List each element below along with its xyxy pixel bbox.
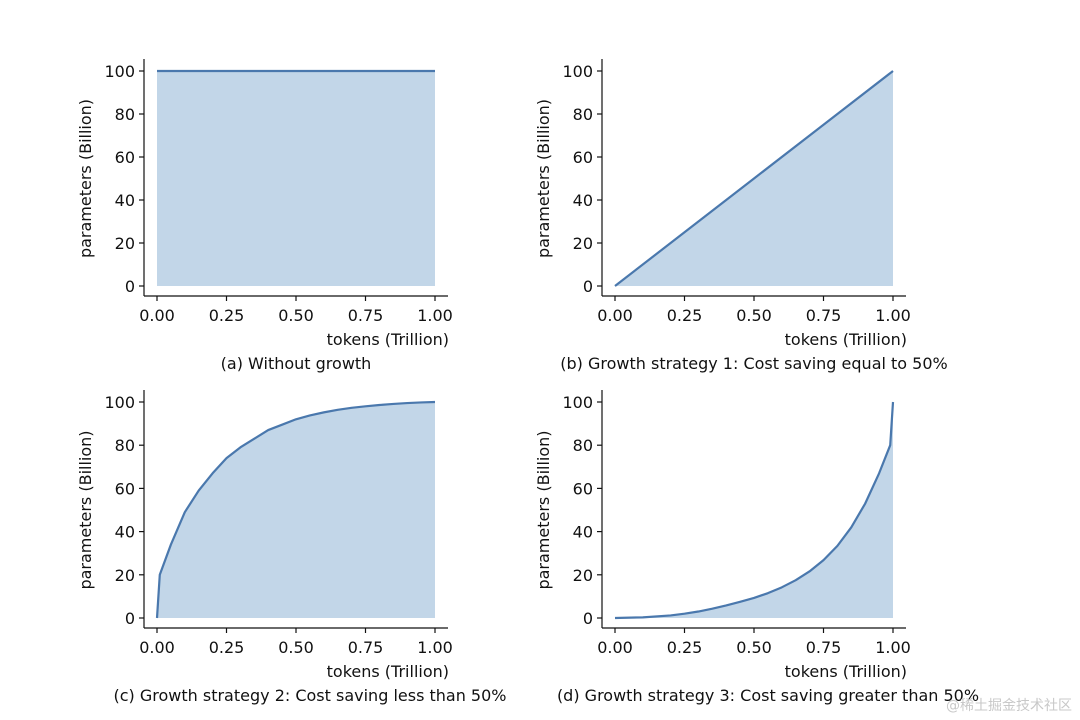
x-tick-label: 0.75 <box>348 638 384 657</box>
x-axis-title: tokens (Trillion) <box>327 662 449 681</box>
watermark: @稀土掘金技术社区 <box>946 698 1072 714</box>
x-axis-title: tokens (Trillion) <box>327 330 449 349</box>
series-line <box>614 401 895 620</box>
x-tick-label: 0.25 <box>667 638 703 657</box>
area-fill <box>615 402 893 618</box>
panel-caption: (c) Growth strategy 2: Cost saving less … <box>114 686 507 705</box>
series-line <box>614 70 894 287</box>
x-tick-label: 0.50 <box>736 638 772 657</box>
y-tick-label: 60 <box>115 148 135 167</box>
y-tick-label: 20 <box>573 234 593 253</box>
y-axis-title: parameters (Billion) <box>76 99 95 258</box>
y-tick-label: 60 <box>573 479 593 498</box>
y-tick-label: 60 <box>573 148 593 167</box>
area-fill <box>157 402 435 618</box>
x-tick-label: 0.25 <box>209 306 245 325</box>
y-tick-label: 80 <box>115 436 135 455</box>
y-tick-label: 80 <box>573 436 593 455</box>
y-tick-label: 80 <box>115 105 135 124</box>
panel-caption: (b) Growth strategy 1: Cost saving equal… <box>560 354 947 373</box>
area-fill <box>157 71 435 286</box>
x-axis-title: tokens (Trillion) <box>785 330 907 349</box>
y-tick-label: 40 <box>115 191 135 210</box>
y-tick-label: 40 <box>573 523 593 542</box>
series-line <box>155 400 436 619</box>
x-tick-label: 0.00 <box>597 306 633 325</box>
x-tick-label: 0.00 <box>597 638 633 657</box>
x-tick-label: 0.00 <box>139 638 175 657</box>
x-tick-label: 1.00 <box>875 638 911 657</box>
x-tick-label: 0.25 <box>209 638 245 657</box>
x-tick-label: 0.75 <box>806 306 842 325</box>
x-tick-label: 0.50 <box>278 306 314 325</box>
x-tick-label: 1.00 <box>417 638 453 657</box>
x-tick-label: 1.00 <box>875 306 911 325</box>
x-tick-label: 0.75 <box>348 306 384 325</box>
y-tick-label: 100 <box>104 62 135 81</box>
y-tick-label: 100 <box>562 393 593 412</box>
y-tick-label: 0 <box>125 609 135 628</box>
y-axis-title: parameters (Billion) <box>534 430 553 589</box>
x-tick-label: 0.25 <box>667 306 703 325</box>
panel-caption: (d) Growth strategy 3: Cost saving great… <box>557 686 979 705</box>
y-axis-title: parameters (Billion) <box>534 99 553 258</box>
y-axis-title: parameters (Billion) <box>76 430 95 589</box>
y-tick-label: 20 <box>115 566 135 585</box>
panel-caption: (a) Without growth <box>221 354 372 373</box>
y-tick-label: 100 <box>562 62 593 81</box>
y-tick-label: 80 <box>573 105 593 124</box>
y-tick-label: 0 <box>125 277 135 296</box>
panel-without-growth: 0 20 40 60 80 100 0.00 0.25 0.50 0.75 1.00 tokens (… <box>76 59 453 373</box>
y-tick-label: 0 <box>583 277 593 296</box>
y-tick-label: 40 <box>115 523 135 542</box>
y-tick-label: 0 <box>583 609 593 628</box>
y-tick-label: 20 <box>115 234 135 253</box>
x-tick-label: 0.00 <box>139 306 175 325</box>
panel-growth-strategy-3: 0 20 40 60 80 100 0.00 0.25 0.50 0.75 1.00 tokens (… <box>534 390 979 705</box>
x-tick-label: 0.50 <box>736 306 772 325</box>
y-tick-label: 60 <box>115 479 135 498</box>
y-tick-label: 100 <box>104 393 135 412</box>
x-tick-label: 0.50 <box>278 638 314 657</box>
panel-growth-strategy-1: 0 20 40 60 80 100 0.00 0.25 0.50 0.75 1.00 tokens (… <box>534 59 948 373</box>
y-tick-label: 20 <box>573 566 593 585</box>
x-tick-label: 1.00 <box>417 306 453 325</box>
x-tick-label: 0.75 <box>806 638 842 657</box>
x-axis-title: tokens (Trillion) <box>785 662 907 681</box>
y-tick-label: 40 <box>573 191 593 210</box>
panel-growth-strategy-2: 0 20 40 60 80 100 0.00 0.25 0.50 0.75 1.00 tokens (… <box>76 390 507 705</box>
